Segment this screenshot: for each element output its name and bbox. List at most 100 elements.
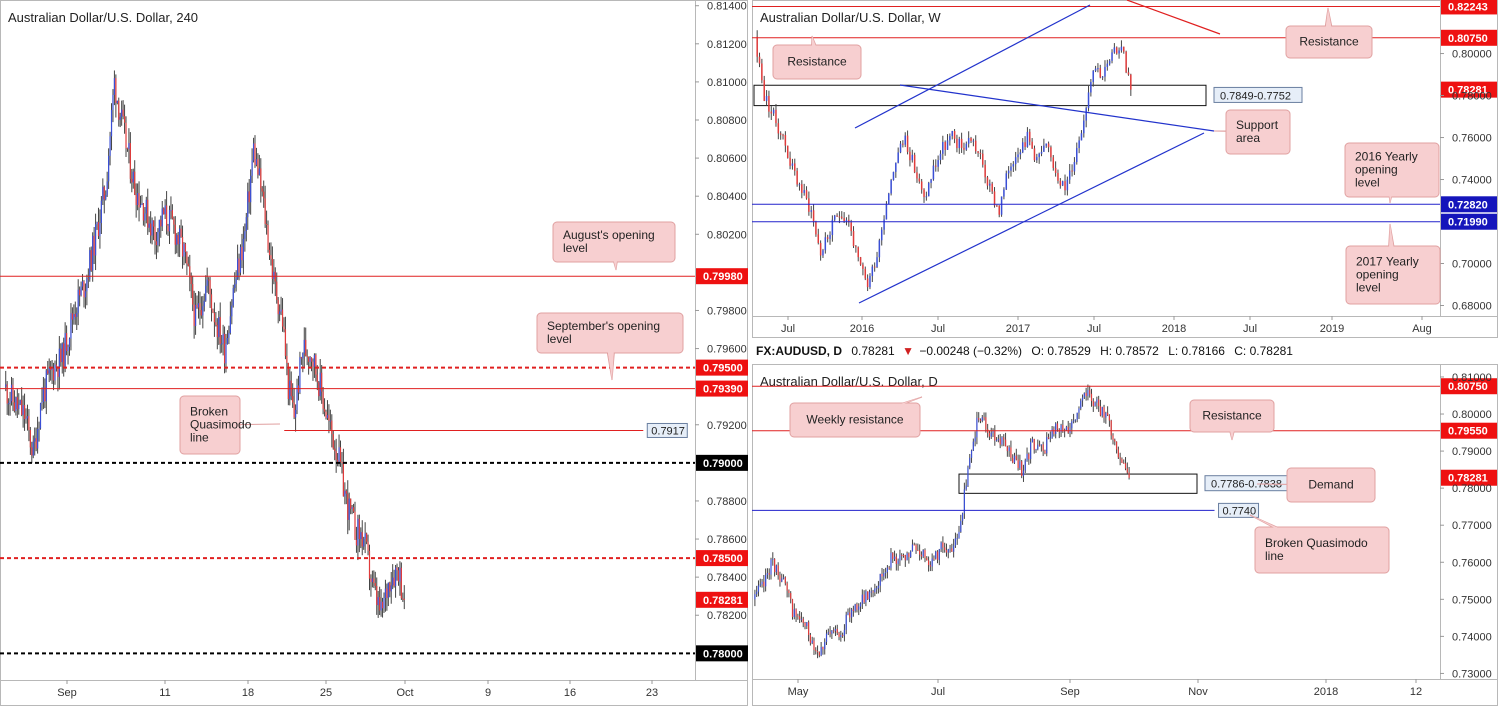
candle [938,548,940,566]
candle-body [806,622,808,627]
h4-chart[interactable]: Australian Dollar/U.S. Dollar, 240 0.799… [0,0,748,707]
info-open: O: 0.78529 [1031,344,1091,358]
candle [1069,422,1071,438]
candle [910,550,912,559]
candle-body [316,374,318,383]
candle [838,211,841,224]
h4-y-tick-label: 0.80200 [707,229,747,241]
candle-body [1024,460,1026,471]
candle [255,147,258,167]
candle-body [775,565,777,573]
candle [180,219,182,238]
candle [920,178,923,194]
candle-body [873,266,876,268]
candle [1104,60,1106,82]
candle-body [1047,437,1050,439]
candle-body [61,343,63,363]
candle [141,195,143,206]
daily-chart-panel[interactable]: Australian Dollar/U.S. Dollar, D 0.7786-… [752,364,1498,707]
candle [904,554,906,567]
candle-body [996,440,998,442]
candle-body [917,550,919,552]
candle [772,107,775,116]
candle [231,299,233,325]
h4-price-badge-label-2: 0.79390 [703,384,743,396]
candle [174,216,176,255]
candle [1089,385,1091,398]
candle-body [915,544,917,551]
candle-body [876,588,878,590]
candle [1019,149,1022,160]
candle [758,52,761,68]
candle [927,556,930,572]
candle [160,215,162,238]
candle [765,90,768,106]
candle [1033,145,1036,162]
candle [963,142,965,155]
candle-body [831,630,833,634]
candle [931,553,933,572]
weekly-chart[interactable]: Australian Dollar/U.S. Dollar, W 0.7849-… [752,0,1498,338]
candle-body [332,434,334,449]
candle-body [1089,390,1091,394]
candle-body [344,490,346,497]
candle-body [765,95,768,101]
candle [100,196,102,235]
candle [164,199,166,219]
candle [110,103,113,151]
candle [1065,425,1068,431]
candle-body [81,281,84,287]
daily-chart[interactable]: Australian Dollar/U.S. Dollar, D 0.7786-… [752,364,1498,707]
candle-body [335,451,337,460]
candle-body [879,573,881,586]
candle-body [77,289,79,314]
candle-body [106,181,108,196]
candle-body [933,558,935,560]
candle-body [868,591,871,600]
candle-body [845,219,848,222]
candle-body [113,78,116,95]
annotation-pointer-fill [1388,224,1398,275]
candle-body [838,216,841,218]
candle-body [1013,455,1016,463]
candle [177,231,179,257]
candle [1017,454,1019,471]
candle-body [99,223,101,237]
candle-body [63,343,65,368]
candle [109,131,111,166]
candle [935,550,937,560]
candle [757,580,760,597]
candle-body [71,313,73,320]
candle [756,585,758,598]
candle-body [773,558,776,573]
candle [367,534,369,556]
candle [202,296,204,329]
candle [831,215,834,242]
daily-x-tick-label: Jul [931,686,945,698]
candle-body [790,592,792,600]
candle [904,132,906,148]
candle-body [888,193,890,204]
candle-body [354,511,356,540]
daily-y-tick-label: 0.81000 [1452,372,1492,384]
candle [1064,174,1066,196]
candle [218,310,220,345]
candle-body [852,609,854,611]
candle-body [944,547,946,550]
candle [402,592,404,602]
candle-body [937,160,939,167]
candle [13,390,16,413]
candle-body [816,651,819,653]
candle-body [286,355,288,363]
candle [260,158,262,203]
h4-chart-panel[interactable]: Australian Dollar/U.S. Dollar, 240 0.799… [0,0,748,707]
weekly-chart-panel[interactable]: Australian Dollar/U.S. Dollar, W 0.7849-… [752,0,1498,338]
candle [1099,64,1102,79]
daily-annotation-1: Resistance [1189,399,1275,441]
candle-body [813,640,815,650]
candle-body [951,131,953,137]
candle [890,178,892,196]
candle [843,212,845,223]
annotation-pointer-fill [205,424,280,425]
candle [819,240,822,261]
